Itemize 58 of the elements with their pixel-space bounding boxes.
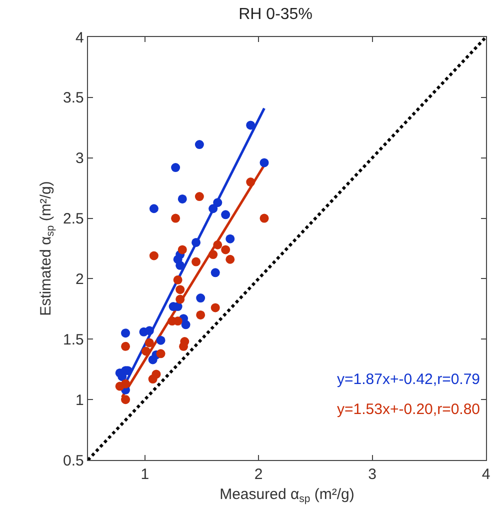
point	[196, 310, 206, 320]
point	[178, 194, 187, 204]
y-tick-label: 2	[76, 270, 84, 288]
point	[181, 320, 190, 330]
y-tick-label: 1	[76, 392, 84, 409]
point	[194, 140, 204, 150]
point	[144, 338, 154, 348]
point	[171, 214, 180, 223]
point	[246, 178, 256, 187]
point	[213, 240, 222, 250]
x-axis-title: Measured α$_{sp}$ (m²/g)	[220, 486, 354, 506]
point	[260, 158, 269, 168]
x-tick-label: 4	[482, 466, 490, 484]
point	[156, 349, 166, 358]
point	[121, 328, 130, 338]
point	[176, 260, 185, 270]
annotation: y=1.87x+-0.42,r=0.79	[337, 371, 480, 388]
y-tick-label: 2.5	[63, 210, 84, 228]
point	[121, 395, 130, 404]
point	[221, 210, 230, 220]
x-tick-label: 1	[140, 466, 150, 484]
point	[173, 275, 182, 284]
point	[213, 198, 222, 208]
point	[176, 294, 185, 304]
point	[144, 326, 154, 336]
point	[192, 257, 201, 266]
point	[141, 346, 150, 356]
point	[178, 245, 187, 254]
point	[176, 285, 185, 294]
point	[121, 342, 130, 351]
point	[149, 251, 158, 260]
y-tick-label: 1.5	[63, 331, 84, 348]
point	[194, 192, 204, 202]
point	[210, 268, 220, 278]
y-tick-label: 0.5	[63, 452, 84, 470]
y-tick-label: 3.5	[63, 90, 84, 107]
x-tick-label: 2	[254, 466, 263, 484]
x-tick-label: 3	[368, 466, 376, 484]
point	[148, 374, 158, 384]
point	[226, 234, 235, 244]
point	[192, 238, 201, 247]
point	[171, 163, 180, 172]
point	[148, 355, 158, 364]
chart-title: RH 0-35%	[238, 6, 312, 23]
point	[149, 204, 158, 214]
point	[208, 204, 218, 214]
point	[156, 336, 166, 345]
point	[208, 250, 218, 260]
y-tick-label: 3	[76, 150, 84, 168]
point	[121, 379, 130, 388]
annotation: y=1.53x+-0.20,r=0.80	[337, 401, 480, 418]
point	[260, 214, 269, 223]
y-tick-label: 4	[76, 29, 84, 46]
point	[196, 294, 206, 303]
point	[246, 120, 256, 130]
point	[221, 245, 230, 254]
point	[226, 254, 235, 264]
point	[210, 303, 220, 312]
